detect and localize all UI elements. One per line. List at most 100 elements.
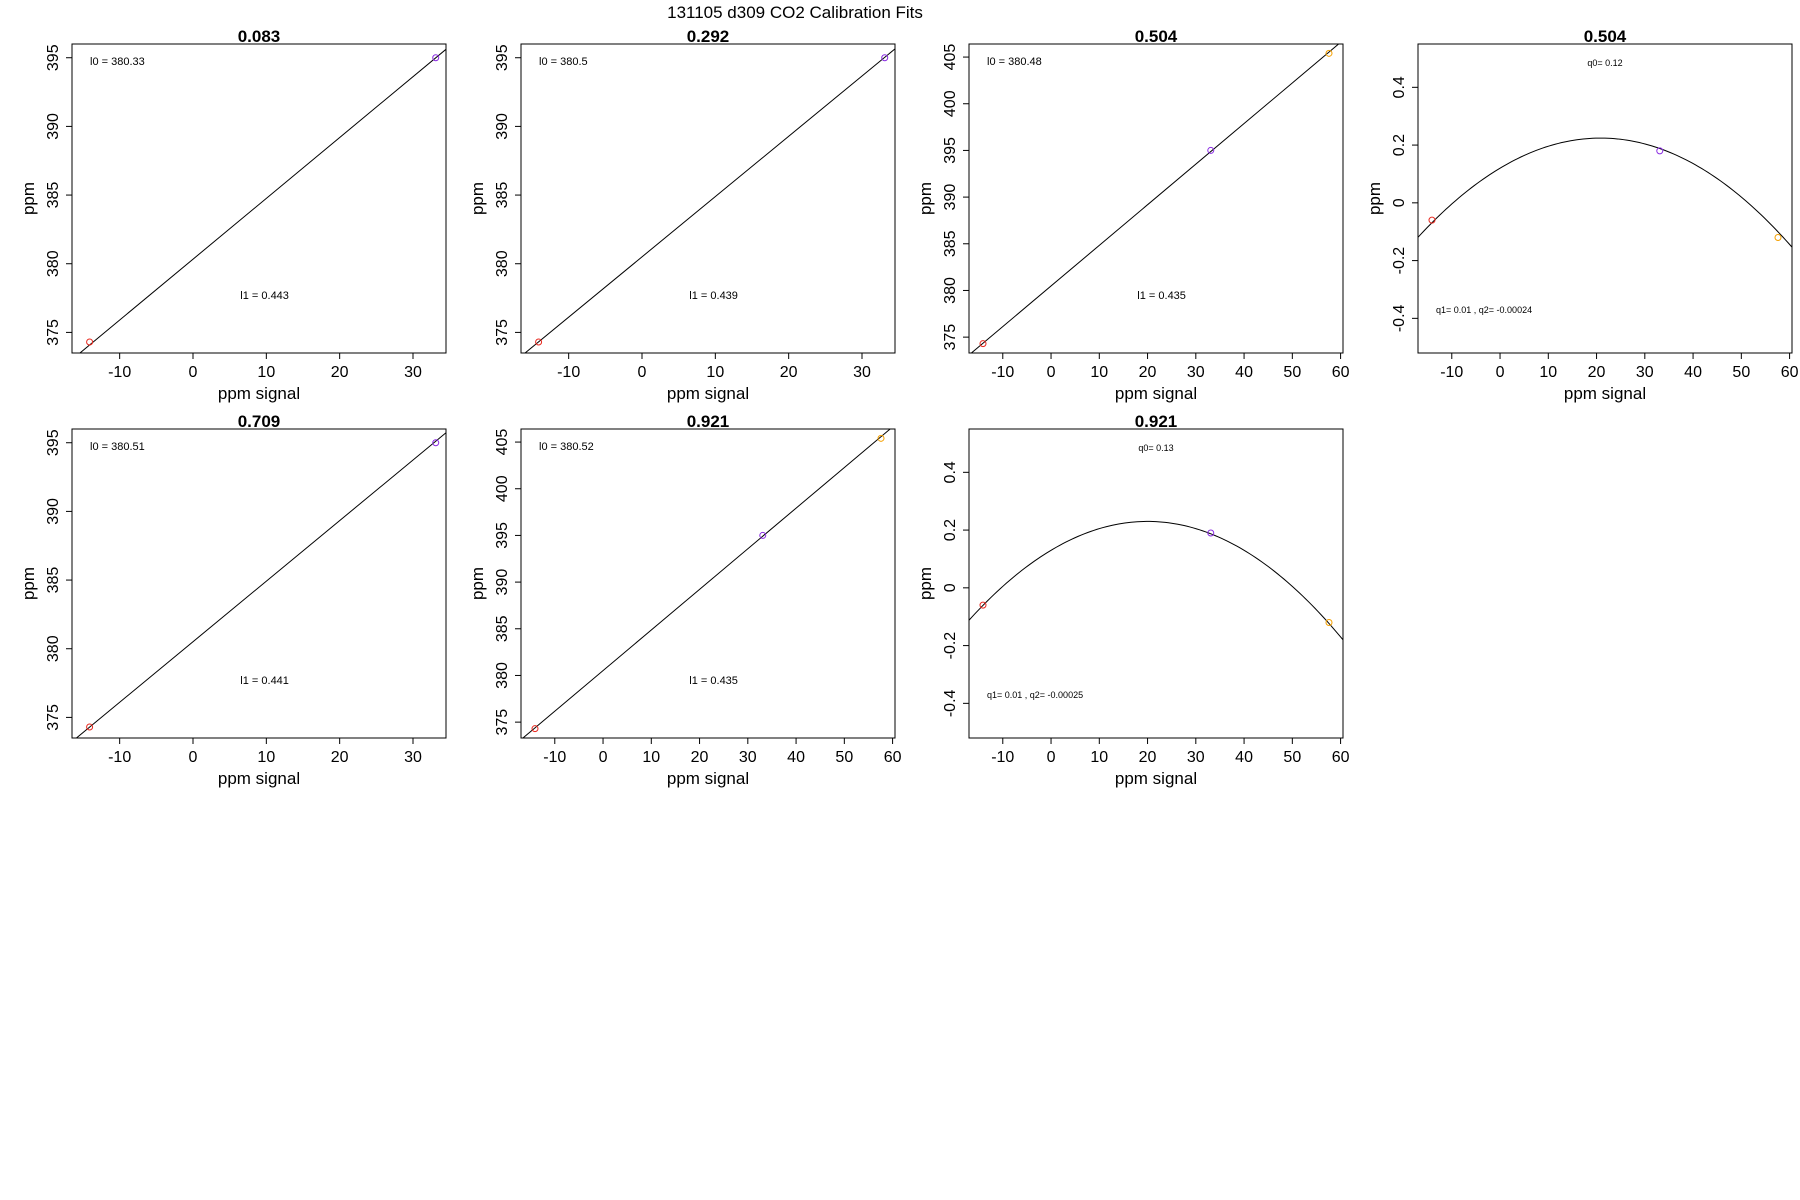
x-axis-label: ppm signal bbox=[1115, 769, 1197, 788]
data-point bbox=[1325, 49, 1333, 57]
y-tick-label: 0.4 bbox=[1391, 76, 1408, 98]
x-tick-label: 20 bbox=[1139, 749, 1157, 766]
y-tick-label: 375 bbox=[942, 324, 959, 351]
data-point bbox=[86, 338, 94, 346]
y-tick-label: 395 bbox=[494, 44, 511, 71]
x-tick-label: 50 bbox=[1732, 364, 1750, 381]
x-tick-label: -10 bbox=[108, 364, 131, 381]
x-tick-label: 60 bbox=[1332, 749, 1350, 766]
y-tick-label: -0.2 bbox=[942, 632, 959, 660]
y-tick-label: 375 bbox=[494, 319, 511, 346]
x-tick-label: 30 bbox=[404, 749, 422, 766]
data-point bbox=[1325, 618, 1333, 626]
y-tick-label: 0 bbox=[942, 583, 959, 592]
x-tick-label: -10 bbox=[557, 364, 580, 381]
intercept-annotation: l0 = 380.33 bbox=[90, 56, 145, 68]
data-point bbox=[881, 54, 889, 62]
linear-fit-line bbox=[79, 48, 446, 353]
linear-fit-line bbox=[970, 44, 1340, 353]
q1-q2-annotation: q1= 0.01 , q2= -0.00024 bbox=[1436, 305, 1532, 315]
y-tick-label: 375 bbox=[45, 704, 62, 731]
x-axis-label: ppm signal bbox=[667, 769, 749, 788]
x-tick-label: 50 bbox=[1283, 364, 1301, 381]
slope-annotation: l1 = 0.441 bbox=[240, 675, 289, 687]
plot-frame bbox=[71, 43, 447, 354]
y-tick-label: 390 bbox=[494, 113, 511, 140]
y-tick-label: 0.2 bbox=[1391, 134, 1408, 156]
intercept-annotation: l0 = 380.52 bbox=[539, 441, 594, 453]
x-tick-label: 20 bbox=[1588, 364, 1606, 381]
data-point bbox=[535, 338, 543, 346]
x-tick-label: 30 bbox=[1636, 364, 1654, 381]
q0-annotation: q0= 0.13 bbox=[1138, 443, 1173, 453]
y-tick-label: 390 bbox=[45, 498, 62, 525]
x-tick-label: 0 bbox=[189, 749, 198, 766]
data-point bbox=[531, 725, 539, 733]
x-tick-label: -10 bbox=[991, 364, 1014, 381]
x-tick-label: 10 bbox=[706, 364, 724, 381]
x-tick-label: 10 bbox=[1090, 364, 1108, 381]
x-tick-label: 50 bbox=[835, 749, 853, 766]
data-point bbox=[1207, 146, 1215, 154]
y-tick-label: 395 bbox=[494, 522, 511, 549]
data-point bbox=[432, 54, 440, 62]
y-tick-label: -0.4 bbox=[942, 689, 959, 717]
y-tick-label: 385 bbox=[45, 182, 62, 209]
slope-annotation: l1 = 0.435 bbox=[1137, 290, 1186, 302]
y-tick-label: 380 bbox=[45, 250, 62, 277]
q0-annotation: q0= 0.12 bbox=[1587, 58, 1622, 68]
y-tick-label: 0.2 bbox=[942, 519, 959, 541]
data-point bbox=[1207, 529, 1215, 537]
y-tick-label: 395 bbox=[45, 44, 62, 71]
fit-layer bbox=[969, 520, 1343, 641]
chart-panel: 0.504 -10 0 10 20 30 40 50 60 -0.4 -0.2 0 0.2 0.4 ppm … bbox=[1365, 27, 1799, 403]
x-tick-label: 40 bbox=[787, 749, 805, 766]
data-point bbox=[1656, 147, 1664, 155]
y-tick-label: 380 bbox=[942, 277, 959, 304]
data-point bbox=[432, 439, 440, 447]
y-tick-label: 375 bbox=[45, 319, 62, 346]
plot-frame bbox=[520, 428, 896, 739]
x-tick-label: 10 bbox=[257, 364, 275, 381]
y-tick-label: 375 bbox=[494, 709, 511, 736]
y-tick-label: 0.4 bbox=[942, 461, 959, 483]
x-tick-label: 30 bbox=[739, 749, 757, 766]
panel-title: 0.083 bbox=[238, 27, 281, 46]
x-tick-label: 0 bbox=[1047, 749, 1056, 766]
q1-q2-annotation: q1= 0.01 , q2= -0.00025 bbox=[987, 690, 1083, 700]
y-tick-label: 385 bbox=[942, 230, 959, 257]
x-tick-label: 0 bbox=[1496, 364, 1505, 381]
x-tick-label: 20 bbox=[331, 749, 349, 766]
x-tick-label: 40 bbox=[1684, 364, 1702, 381]
panel-title: 0.504 bbox=[1135, 27, 1178, 46]
x-tick-label: 40 bbox=[1235, 364, 1253, 381]
x-axis-label: ppm signal bbox=[218, 769, 300, 788]
intercept-annotation: l0 = 380.48 bbox=[987, 56, 1042, 68]
fit-layer bbox=[524, 48, 895, 353]
y-tick-label: 390 bbox=[45, 113, 62, 140]
x-tick-label: 60 bbox=[1332, 364, 1350, 381]
x-axis-label: ppm signal bbox=[1115, 384, 1197, 403]
y-tick-label: 400 bbox=[942, 90, 959, 117]
y-axis-label: ppm bbox=[1365, 182, 1384, 215]
y-tick-label: 405 bbox=[494, 429, 511, 456]
quadratic-fit-curve bbox=[1418, 137, 1792, 248]
data-point bbox=[1428, 216, 1436, 224]
x-tick-label: 20 bbox=[331, 364, 349, 381]
plot-frame bbox=[520, 43, 896, 354]
x-axis-label: ppm signal bbox=[218, 384, 300, 403]
intercept-annotation: l0 = 380.5 bbox=[539, 56, 588, 68]
linear-fit-line bbox=[75, 432, 446, 738]
x-tick-label: -10 bbox=[108, 749, 131, 766]
plot-frame bbox=[71, 428, 447, 739]
x-tick-label: 50 bbox=[1283, 749, 1301, 766]
y-axis-label: ppm bbox=[916, 567, 935, 600]
x-tick-label: 20 bbox=[1139, 364, 1157, 381]
y-tick-label: 380 bbox=[494, 662, 511, 689]
x-tick-label: 30 bbox=[853, 364, 871, 381]
x-tick-label: -10 bbox=[543, 749, 566, 766]
panels-container: 0.083 -10 0 10 20 30 375 380 385 390 395 ppm signal… bbox=[19, 27, 1799, 788]
y-tick-label: 385 bbox=[45, 567, 62, 594]
fit-layer bbox=[79, 48, 446, 353]
y-tick-label: 380 bbox=[494, 250, 511, 277]
